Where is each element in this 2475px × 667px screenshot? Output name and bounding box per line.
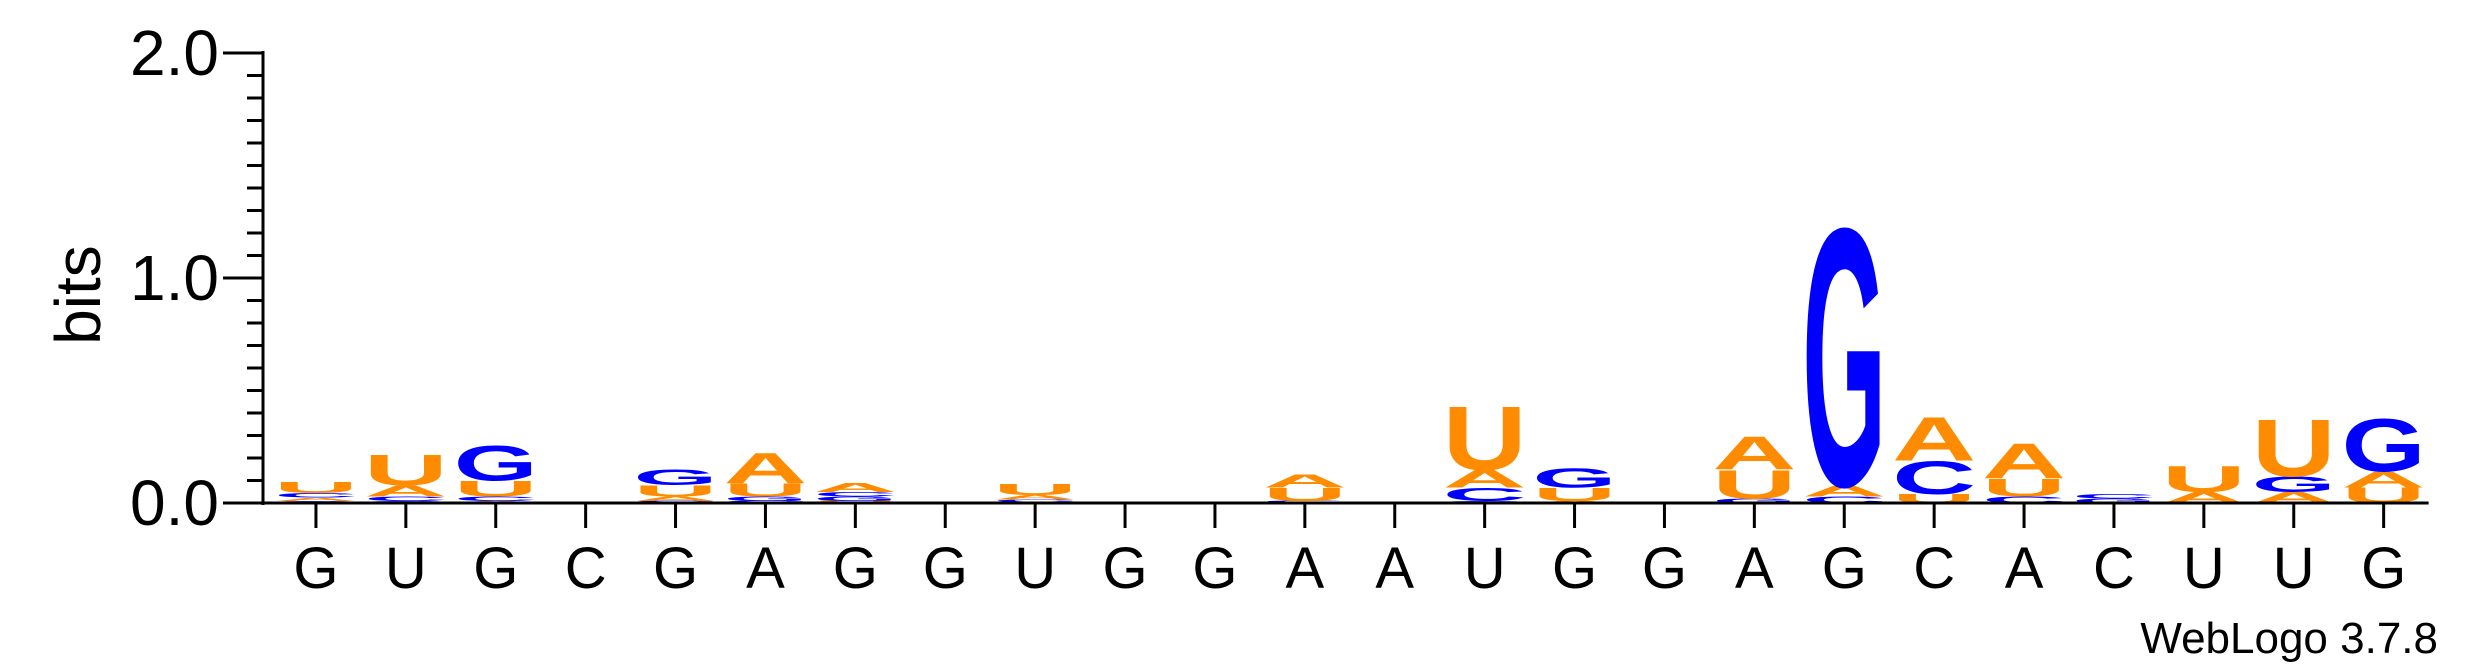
letter-stacks: GACUGCAUACUGCAUGCGUAUGCAGCAUGCUAGCAUAUGG… — [274, 151, 2426, 564]
logo-letter-U: U — [454, 476, 538, 501]
position-stack: ACUG — [454, 435, 538, 503]
position-stack: UCA — [1892, 403, 1976, 505]
logo-letter-U: U — [993, 481, 1077, 499]
x-tick-label: G — [833, 536, 878, 601]
logo-letter-G: G — [813, 495, 897, 502]
logo-letter-A: A — [1892, 403, 1976, 473]
x-tick-label: A — [1735, 536, 1774, 601]
logo-letter-A: A — [1263, 470, 1347, 491]
logo-letter-C: C — [1892, 452, 1976, 504]
logo-letter-U: U — [1533, 484, 1617, 505]
x-tick-label: G — [2361, 536, 2406, 601]
logo-letter-G: G — [1533, 462, 1617, 493]
position-stack: UGCA — [813, 480, 897, 503]
logo-letter-U: U — [1443, 388, 1527, 489]
position-stack: CAUG — [634, 465, 718, 504]
x-tick-label: G — [1822, 536, 1867, 601]
logo-letter-G: G — [2072, 497, 2156, 504]
logo-letter-G: G — [2342, 404, 2426, 488]
logo-letter-G: G — [2252, 472, 2336, 497]
logo-letter-A: A — [1712, 427, 1796, 479]
x-tick-label: G — [473, 536, 518, 601]
logo-letter-C: C — [274, 492, 358, 499]
position-stack: GCUA — [1263, 470, 1347, 504]
logo-letter-C: C — [1802, 495, 1886, 505]
logo-letter-A: A — [634, 495, 718, 502]
logo-letter-G: G — [454, 435, 538, 491]
y-tick-label: 2.0 — [130, 17, 219, 89]
x-tick-label: G — [293, 536, 338, 601]
logo-letter-C: C — [454, 495, 538, 502]
x-tick-label: A — [746, 536, 785, 601]
logo-letter-U: U — [723, 479, 807, 500]
x-tick-label: U — [1014, 536, 1056, 601]
x-tick-label: G — [1192, 536, 1237, 601]
x-tick-label: A — [1286, 536, 1325, 601]
logo-letter-A: A — [1982, 433, 2066, 489]
logo-letter-U: U — [2162, 458, 2246, 500]
x-tick-label: U — [2183, 536, 2225, 601]
logo-letter-A: A — [274, 497, 358, 502]
logo-letter-G: G — [1712, 497, 1796, 504]
logo-letter-U: U — [1712, 462, 1796, 507]
x-tick-label: U — [1464, 536, 1506, 601]
logo-letter-C: C — [2072, 493, 2156, 500]
logo-letter-G: G — [634, 465, 718, 490]
weblogo-credit: WebLogo 3.7.8 — [2140, 614, 2438, 663]
x-tick-label: G — [1102, 536, 1147, 601]
x-tick-label: A — [2005, 536, 2044, 601]
logo-letter-A: A — [1443, 465, 1527, 493]
position-stack: CGUA — [723, 443, 807, 504]
x-tick-label: G — [653, 536, 698, 601]
position-stack: UAG — [2342, 404, 2426, 508]
logo-letter-U: U — [364, 445, 448, 494]
logo-letter-C: C — [813, 491, 897, 498]
logo-letter-U: U — [634, 482, 718, 500]
y-axis-label: bits — [42, 245, 114, 345]
y-axis: 0.0 1.0 2.0 — [130, 17, 265, 539]
position-stack: CUA — [1982, 433, 2066, 505]
logo-letter-A: A — [993, 494, 1077, 501]
y-tick-label: 1.0 — [130, 242, 219, 314]
x-tick-label: C — [1913, 536, 1955, 601]
logo-letter-C: C — [1443, 484, 1527, 505]
logo-letter-U: U — [2252, 403, 2336, 494]
logo-letter-U: U — [1982, 474, 2066, 502]
x-tick-label: U — [385, 536, 427, 601]
logo-letter-G: G — [723, 495, 807, 502]
logo-letter-C: C — [993, 499, 1077, 502]
y-tick-label: 0.0 — [130, 467, 219, 539]
position-stack: AU — [2162, 458, 2246, 506]
position-stack: CAG — [1802, 151, 1886, 564]
logo-letter-A: A — [364, 482, 448, 500]
logo-letter-G: G — [1802, 151, 1886, 564]
logo-letter-C: C — [1263, 500, 1347, 502]
x-tick-label: U — [2273, 536, 2315, 601]
position-stack: AGU — [2252, 403, 2336, 506]
x-tick-label: C — [2093, 536, 2135, 601]
position-stack: GC — [2072, 493, 2156, 505]
x-tick-label: G — [1642, 536, 1687, 601]
x-tick-label: A — [1375, 536, 1414, 601]
position-stack: GACU — [274, 479, 358, 504]
logo-letter-A: A — [2342, 467, 2426, 492]
position-stack: AUG — [1533, 462, 1617, 505]
logo-letter-U: U — [274, 479, 358, 497]
logo-letter-A: A — [1802, 482, 1886, 500]
logo-letter-A: A — [813, 480, 897, 494]
logo-letter-A: A — [723, 443, 807, 492]
logo-letter-C: C — [1982, 495, 2066, 505]
position-stack: GUA — [1712, 427, 1796, 507]
logo-letter-U: U — [1263, 484, 1347, 505]
x-tick-label: C — [565, 536, 607, 601]
logo-letter-C: C — [364, 495, 448, 502]
x-tick-label: G — [1552, 536, 1597, 601]
x-tick-label: G — [923, 536, 968, 601]
